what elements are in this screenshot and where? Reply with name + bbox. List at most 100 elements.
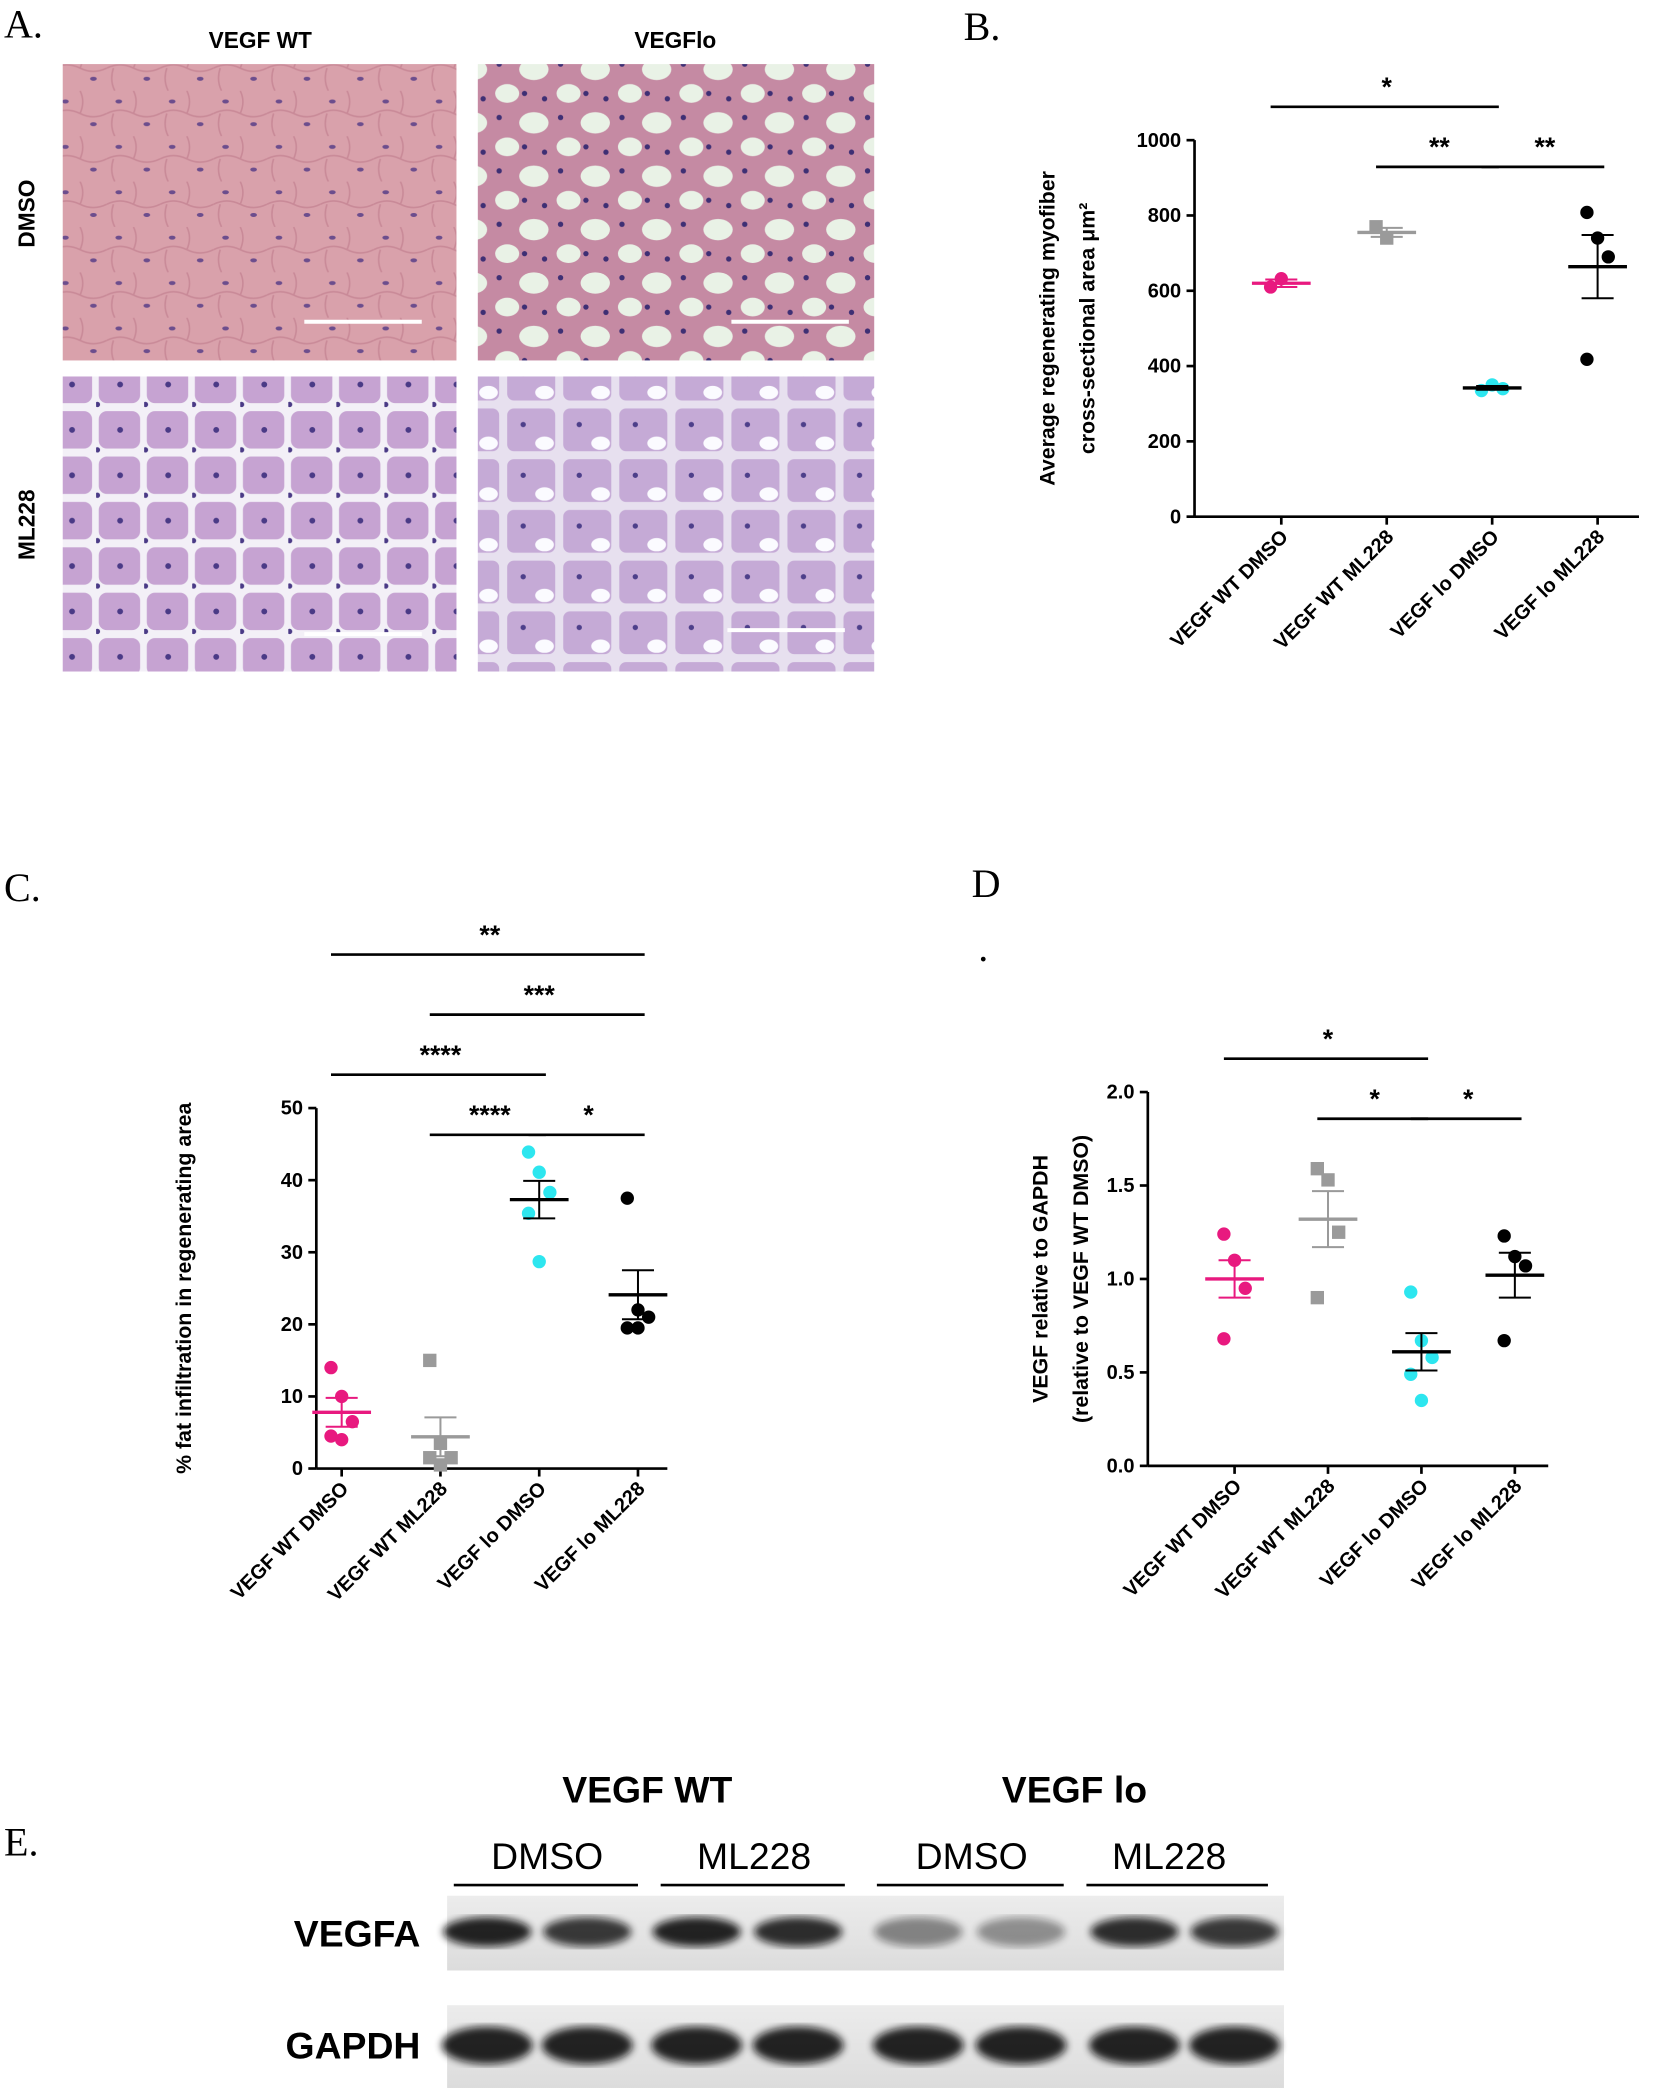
- sem-bar: [1218, 1259, 1251, 1299]
- significance-label: **: [1429, 132, 1450, 162]
- significance-label: **: [1534, 132, 1555, 162]
- y-tick-label: 30: [281, 1242, 303, 1264]
- point: [1217, 1227, 1231, 1241]
- blot-row-label: VEGFA: [294, 1912, 421, 1954]
- y-tick-label: 600: [1148, 280, 1181, 302]
- column-label: VEGFlo: [634, 27, 716, 53]
- sem-bar: [1581, 234, 1614, 300]
- blot-band: [872, 2026, 964, 2064]
- sem-bar: [424, 1416, 457, 1458]
- blot-band: [874, 1917, 963, 1947]
- blot-band: [975, 2026, 1067, 2064]
- point: [532, 1254, 546, 1269]
- blot-band: [543, 1917, 632, 1947]
- y-tick-label: 800: [1148, 205, 1181, 227]
- y-tick-label: 40: [281, 1170, 303, 1192]
- y-tick-label: 20: [281, 1314, 303, 1336]
- sem-bar: [621, 1269, 654, 1321]
- point: [1497, 1229, 1511, 1243]
- blot-row-label: GAPDH: [286, 2025, 421, 2067]
- panel-label: E.: [4, 1820, 38, 1865]
- sem-bar: [325, 1396, 358, 1428]
- blot-group-label: VEGF WT: [562, 1768, 732, 1810]
- y-tick-label: 1000: [1137, 130, 1182, 152]
- significance-label: *: [1370, 1084, 1381, 1114]
- point: [335, 1433, 349, 1447]
- sem-bar: [1265, 278, 1298, 289]
- significance-label: **: [479, 920, 500, 950]
- point: [444, 1451, 458, 1465]
- blot-band: [976, 1917, 1066, 1947]
- blot-group-label: VEGF lo: [1002, 1768, 1147, 1810]
- point: [1425, 1350, 1439, 1365]
- y-tick-label: 1.5: [1107, 1175, 1135, 1197]
- y-tick-label: 0: [292, 1458, 303, 1480]
- x-tick-label: VEGF lo ML228: [1491, 526, 1610, 645]
- blot-band: [541, 2026, 633, 2064]
- point: [631, 1321, 645, 1335]
- x-tick-label: VEGF lo ML228: [531, 1478, 650, 1597]
- point: [1369, 220, 1383, 234]
- point: [1414, 1393, 1429, 1408]
- point: [1238, 1281, 1252, 1295]
- sem-bar: [1476, 385, 1509, 391]
- x-tick-label: VEGF WT ML228: [1270, 526, 1398, 654]
- point: [423, 1353, 437, 1368]
- blot-band: [752, 2026, 844, 2064]
- significance-label: *: [1323, 1024, 1334, 1054]
- blot-band: [443, 1917, 532, 1947]
- row-label: ML228: [14, 489, 40, 560]
- y-axis-label: VEGF relative to GAPDH: [1029, 1155, 1053, 1403]
- point: [1518, 1259, 1533, 1273]
- blot-treatment-label: ML228: [1112, 1835, 1226, 1877]
- point: [1580, 352, 1594, 366]
- blot-band: [1090, 1917, 1179, 1947]
- point: [1332, 1225, 1346, 1239]
- sem-bar: [1311, 1190, 1345, 1249]
- point: [345, 1414, 360, 1429]
- blot-band: [1189, 2026, 1280, 2064]
- point: [1321, 1173, 1335, 1187]
- y-tick-label: 200: [1148, 431, 1181, 453]
- y-axis-label: % fat infiltration in regenerating area: [172, 1103, 196, 1474]
- significance-label: *: [583, 1100, 594, 1130]
- point: [324, 1360, 338, 1375]
- y-tick-label: 1.0: [1107, 1269, 1135, 1291]
- y-tick-label: 0.5: [1107, 1362, 1135, 1384]
- point: [641, 1310, 656, 1324]
- significance-label: ***: [524, 980, 556, 1010]
- significance-label: ****: [420, 1040, 462, 1070]
- sem-bar: [1370, 226, 1403, 238]
- x-tick-label: VEGF lo DMSO: [1387, 526, 1504, 643]
- point: [1380, 231, 1394, 245]
- significance-label: *: [1382, 72, 1393, 102]
- blot-band: [441, 2026, 533, 2064]
- point: [521, 1206, 536, 1221]
- row-label: DMSO: [14, 180, 40, 248]
- blot-band: [651, 2026, 743, 2064]
- point: [1601, 250, 1615, 264]
- sem-bar: [1405, 1332, 1438, 1372]
- y-tick-label: 0: [1170, 506, 1181, 528]
- point: [1310, 1290, 1324, 1305]
- histology-image: [477, 376, 875, 672]
- y-tick-label: 2.0: [1107, 1082, 1135, 1104]
- panel-label: D: [972, 861, 1001, 906]
- point: [1580, 205, 1594, 220]
- point: [423, 1451, 437, 1465]
- point: [620, 1191, 634, 1205]
- significance-label: *: [1463, 1084, 1474, 1114]
- point: [1217, 1332, 1231, 1346]
- point: [1310, 1162, 1324, 1176]
- panel-label: .: [978, 925, 988, 970]
- point: [1497, 1333, 1511, 1348]
- point: [543, 1185, 557, 1200]
- y-axis-label: (relative to VEGF WT DMSO): [1069, 1135, 1093, 1423]
- point: [335, 1389, 349, 1404]
- y-tick-label: 400: [1148, 356, 1181, 378]
- sem-bar: [1498, 1251, 1531, 1299]
- point: [433, 1458, 448, 1472]
- point: [521, 1145, 536, 1159]
